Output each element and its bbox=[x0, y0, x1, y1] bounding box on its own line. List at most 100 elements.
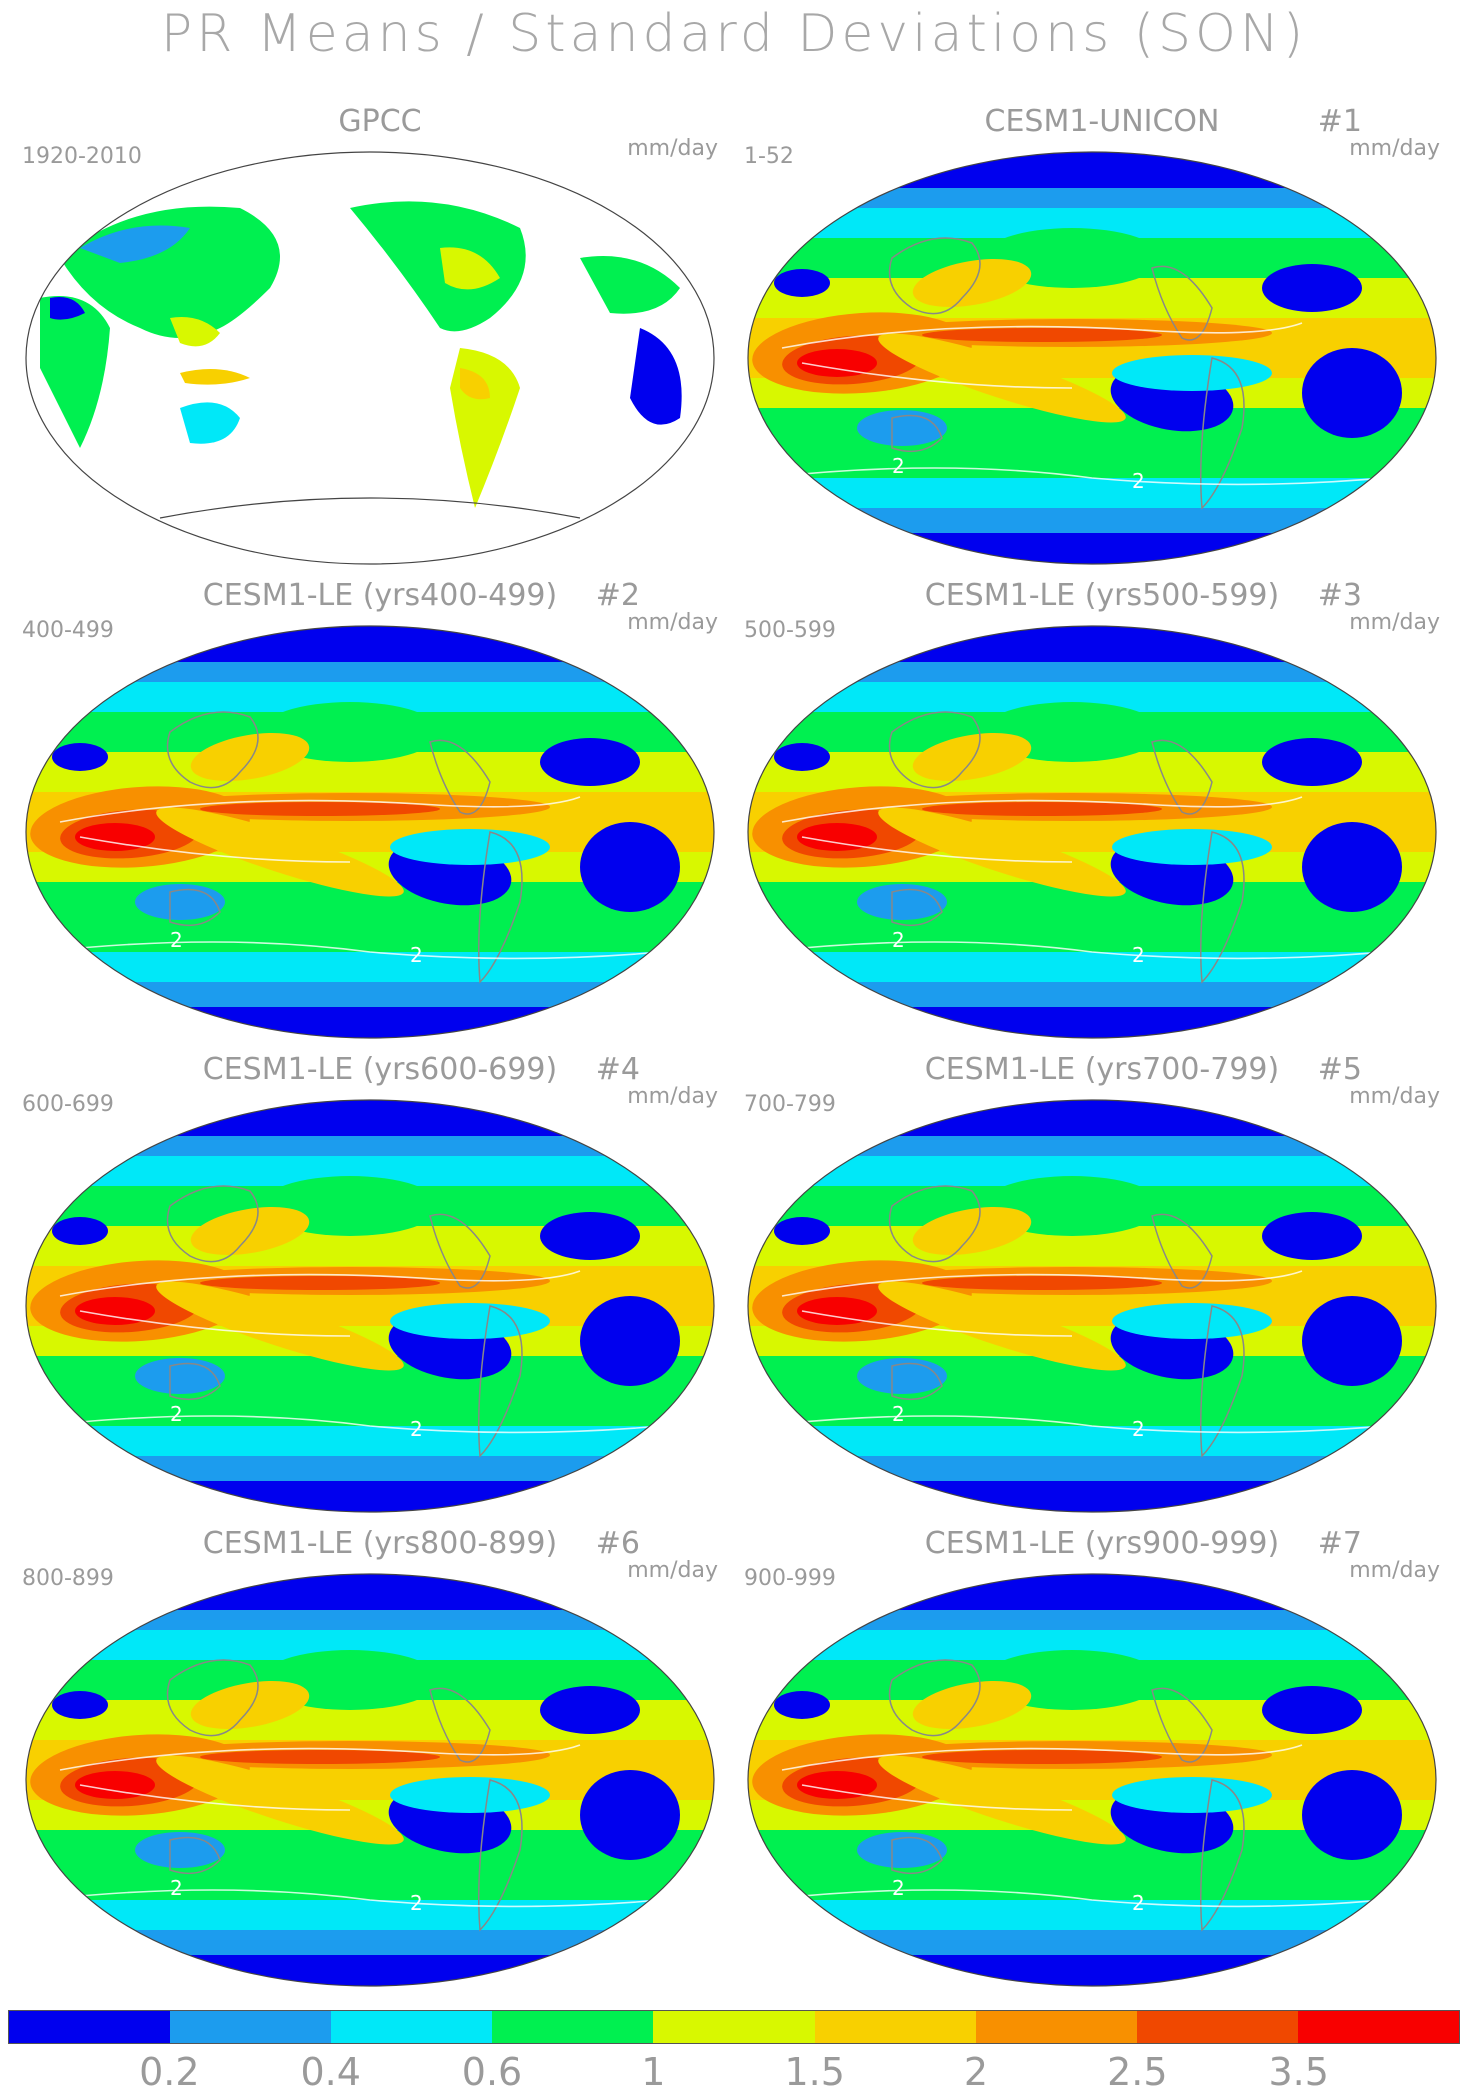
panel-title: CESM1-UNICON bbox=[984, 104, 1220, 139]
contour-label: 2 bbox=[1132, 943, 1145, 967]
north-america-east bbox=[440, 247, 500, 290]
kuroshio bbox=[912, 258, 1032, 308]
lat-band bbox=[748, 1481, 1436, 1512]
warm-pool-peak bbox=[75, 1297, 155, 1325]
lat-band bbox=[748, 1007, 1436, 1038]
spcz-band bbox=[156, 807, 404, 897]
lat-band bbox=[748, 1955, 1436, 1986]
dry-zone-arabia bbox=[774, 1691, 830, 1719]
kuroshio bbox=[190, 732, 310, 782]
lat-band bbox=[26, 1007, 714, 1038]
panel-title: CESM1-LE (yrs500-599) bbox=[924, 578, 1280, 613]
warm-pool-peak bbox=[797, 823, 877, 851]
cold-tongue bbox=[1112, 355, 1272, 391]
amazon bbox=[460, 368, 490, 400]
panel-title: CESM1-LE (yrs800-899) bbox=[202, 1526, 558, 1561]
cold-tongue bbox=[390, 829, 550, 865]
precip-map: 22 bbox=[747, 1573, 1437, 1987]
cold-tongue bbox=[1112, 829, 1272, 865]
contour-label: 2 bbox=[170, 1402, 183, 1426]
panel-number: #6 bbox=[595, 1526, 640, 1561]
contour-label: 2 bbox=[1132, 1417, 1145, 1441]
figure-title: PR Means / Standard Deviations (SON) bbox=[160, 4, 1308, 64]
colorbar-swatch bbox=[492, 2011, 654, 2043]
lat-band bbox=[26, 912, 714, 952]
map-outline bbox=[25, 1573, 715, 1987]
kuroshio bbox=[190, 1680, 310, 1730]
contour-label: 2 bbox=[410, 943, 423, 967]
lat-band bbox=[748, 508, 1436, 533]
panel-title: CESM1-LE (yrs400-499) bbox=[202, 578, 558, 613]
dry-zone-arabia bbox=[774, 1217, 830, 1245]
contour-label: 2 bbox=[892, 454, 905, 478]
dry-zone-indian bbox=[857, 884, 947, 920]
cold-tongue bbox=[1112, 1777, 1272, 1813]
dry-zone-arabia bbox=[52, 743, 108, 771]
lat-band bbox=[26, 1930, 714, 1955]
cold-tongue bbox=[390, 1303, 550, 1339]
lat-band bbox=[26, 1100, 714, 1136]
colorbar-swatch bbox=[1297, 2011, 1459, 2043]
precip-map: 22 bbox=[25, 625, 715, 1039]
dry-zone-indian bbox=[135, 1358, 225, 1394]
cold-tongue bbox=[390, 1777, 550, 1813]
lat-band bbox=[26, 662, 714, 682]
panel-number: #5 bbox=[1317, 1052, 1362, 1087]
australia-land bbox=[180, 402, 240, 444]
warm-pool-peak bbox=[75, 823, 155, 851]
dry-zone-south-atlantic bbox=[1302, 348, 1402, 438]
south-asia bbox=[170, 317, 220, 347]
map-outline bbox=[747, 1099, 1437, 1513]
contour-label: 2 bbox=[170, 1876, 183, 1900]
north-america-land bbox=[350, 201, 526, 332]
panel-number: #3 bbox=[1317, 578, 1362, 613]
lat-band bbox=[748, 1574, 1436, 1610]
dry-zone-south-atlantic bbox=[1302, 822, 1402, 912]
lat-band bbox=[748, 478, 1436, 508]
dry-zone-south-atlantic bbox=[1302, 1296, 1402, 1386]
lat-band bbox=[748, 1386, 1436, 1426]
itcz-core bbox=[922, 1276, 1162, 1290]
colorbar-tick-label: 2.5 bbox=[1107, 2050, 1168, 2094]
lat-band bbox=[26, 1610, 714, 1630]
contour-label: 2 bbox=[892, 928, 905, 952]
colorbar-swatch bbox=[814, 2011, 976, 2043]
contour-label: 2 bbox=[170, 928, 183, 952]
panel-period: 500-599 bbox=[744, 618, 836, 643]
map-outline bbox=[25, 151, 715, 565]
lat-band bbox=[26, 626, 714, 662]
spcz-band bbox=[156, 1281, 404, 1371]
std-contours bbox=[761, 796, 1433, 960]
dry-zone-south-atlantic bbox=[1302, 1770, 1402, 1860]
map-panel: CESM1-UNICON #1 1-52 mm/day 2 2 bbox=[742, 104, 1462, 574]
map-panel: CESM1-LE (yrs600-699) #4 600-699 mm/day 2 2 bbox=[20, 1052, 740, 1522]
dry-zone-north-atlantic bbox=[540, 738, 640, 786]
map-panel: CESM1-LE (yrs800-899) #6 800-899 mm/day 2 2 bbox=[20, 1526, 740, 1996]
panel-number: #4 bbox=[595, 1052, 640, 1087]
std-contours bbox=[761, 1744, 1433, 1908]
lat-band bbox=[748, 1860, 1436, 1900]
kuroshio bbox=[912, 1206, 1032, 1256]
colorbar-swatch bbox=[9, 2011, 171, 2043]
panel-unit: mm/day bbox=[1349, 610, 1440, 635]
lat-band bbox=[26, 1386, 714, 1426]
colorbar-tick-label: 0.2 bbox=[139, 2050, 200, 2094]
panel-unit: mm/day bbox=[1349, 1084, 1440, 1109]
dry-zone-north-atlantic bbox=[540, 1686, 640, 1734]
map-outline bbox=[747, 625, 1437, 1039]
cold-tongue bbox=[1112, 1303, 1272, 1339]
panel-title: CESM1-LE (yrs900-999) bbox=[924, 1526, 1280, 1561]
panel-unit: mm/day bbox=[1349, 136, 1440, 161]
south-atlantic-edge bbox=[630, 328, 682, 425]
lat-band bbox=[748, 1930, 1436, 1955]
std-contours bbox=[761, 1270, 1433, 1434]
contour-label: 2 bbox=[1132, 1891, 1145, 1915]
europe-land bbox=[580, 256, 680, 314]
lat-band bbox=[748, 152, 1436, 188]
colorbar-tick-label: 3.5 bbox=[1268, 2050, 1329, 2094]
itcz-core bbox=[922, 802, 1162, 816]
map-panel: CESM1-LE (yrs900-999) #7 900-999 mm/day 2 2 bbox=[742, 1526, 1462, 1996]
map-outline bbox=[25, 1099, 715, 1513]
spcz-band bbox=[878, 1755, 1126, 1845]
lat-band bbox=[26, 1900, 714, 1930]
